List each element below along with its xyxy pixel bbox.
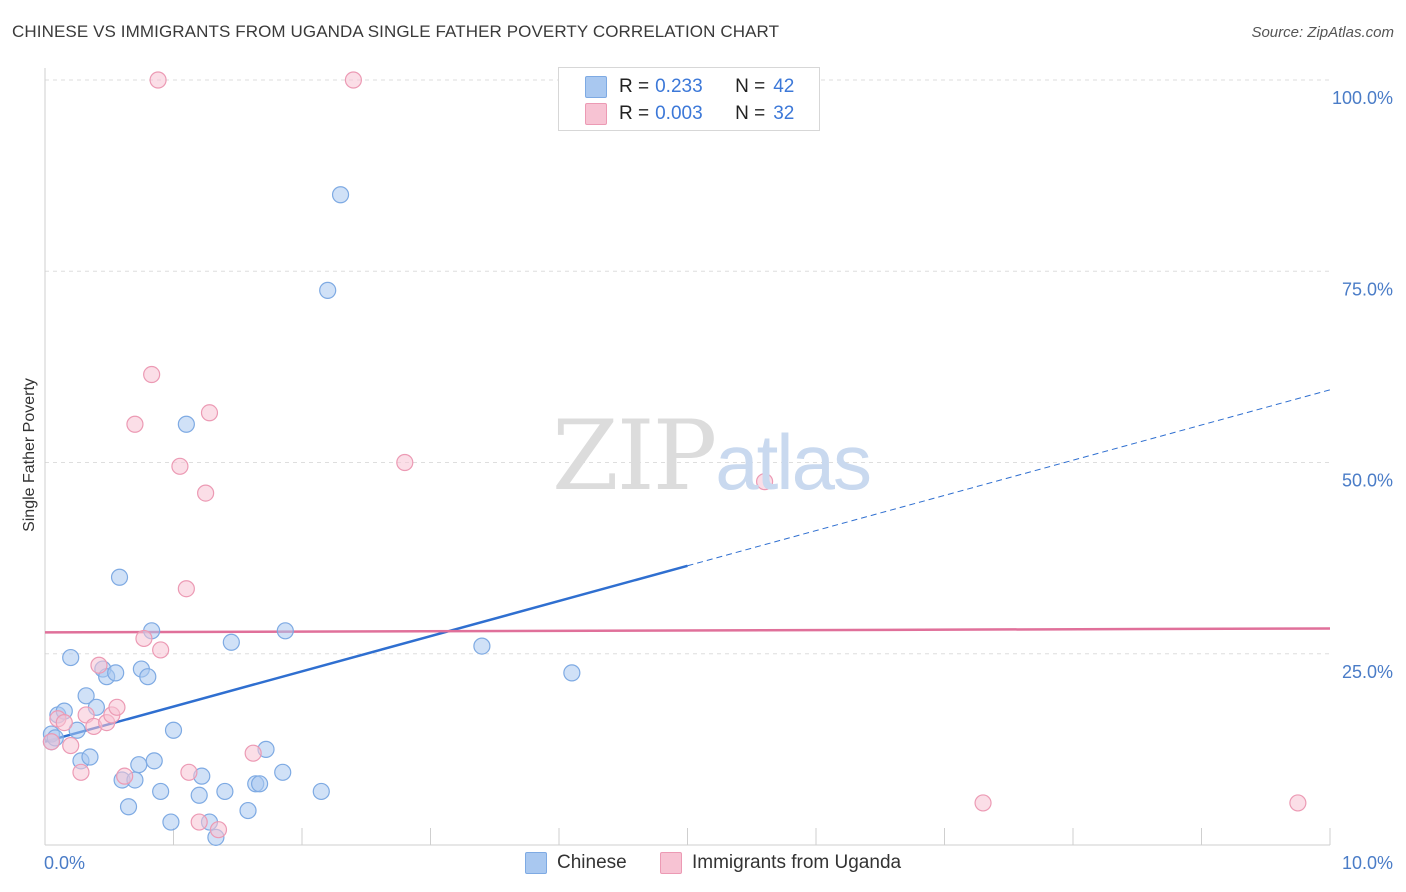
series-swatch-chinese: [525, 852, 547, 874]
point-chinese: [130, 756, 148, 774]
series-legend: Chinese Immigrants from Uganda: [0, 852, 1406, 876]
point-chinese: [222, 633, 240, 651]
data-points: [42, 71, 1307, 846]
trend-lines: [44, 389, 1331, 743]
x-tick-label: 0.0%: [44, 853, 85, 873]
point-uganda: [152, 641, 170, 659]
point-chinese: [250, 775, 269, 793]
point-chinese: [81, 748, 99, 766]
chart-title: CHINESE VS IMMIGRANTS FROM UGANDA SINGLE…: [12, 22, 780, 41]
point-uganda: [126, 415, 144, 433]
point-uganda: [116, 767, 134, 785]
point-chinese: [164, 721, 183, 739]
point-chinese: [110, 568, 129, 586]
source-label: Source: ZipAtlas.com: [1251, 24, 1394, 41]
y-tick-label: 25.0%: [1342, 662, 1393, 682]
point-chinese: [77, 687, 95, 705]
series-label-uganda: Immigrants from Uganda: [692, 852, 902, 873]
legend-n-label: N =: [735, 103, 766, 124]
point-chinese: [274, 763, 292, 781]
legend-r-label: R =: [619, 76, 650, 97]
x-tick-label: 10.0%: [1342, 853, 1393, 873]
point-uganda: [180, 763, 198, 781]
point-chinese: [139, 668, 157, 686]
axes: [44, 68, 1331, 846]
point-uganda: [90, 656, 108, 674]
point-uganda: [177, 580, 195, 598]
point-uganda: [143, 365, 161, 384]
point-chinese: [119, 798, 138, 816]
point-chinese: [68, 721, 86, 739]
legend-r-value: 0.003: [655, 103, 703, 124]
legend-swatch-chinese: [585, 76, 607, 98]
correlation-legend: R = 0.233 N = 42 R = 0.003 N = 32: [558, 67, 820, 131]
point-chinese: [162, 813, 180, 831]
legend-n-label: N =: [735, 76, 766, 97]
point-uganda: [62, 736, 80, 755]
point-uganda: [396, 453, 414, 472]
point-uganda: [200, 404, 219, 422]
watermark: ZIPatlas: [552, 400, 872, 512]
series-legend-uganda[interactable]: Immigrants from Uganda: [660, 852, 901, 874]
point-uganda: [135, 629, 153, 648]
series-swatch-uganda: [660, 852, 682, 874]
point-uganda: [974, 794, 992, 812]
point-uganda: [244, 744, 262, 762]
series-label-chinese: Chinese: [557, 852, 627, 873]
watermark-zip: ZIP: [552, 400, 717, 512]
point-chinese: [152, 782, 170, 801]
point-chinese: [107, 664, 125, 682]
legend-swatch-uganda: [585, 103, 607, 125]
legend-n-value: 42: [773, 76, 795, 97]
point-uganda: [149, 71, 167, 89]
legend-row-chinese: R = 0.233 N = 42: [585, 75, 794, 99]
point-chinese: [473, 637, 491, 655]
y-tick-label: 75.0%: [1342, 279, 1393, 299]
point-chinese: [276, 622, 294, 640]
point-chinese: [145, 752, 163, 770]
point-uganda: [42, 733, 61, 751]
y-axis-label: Single Father Poverty: [21, 378, 38, 532]
point-chinese: [331, 186, 350, 204]
point-uganda: [55, 713, 73, 732]
gridlines: [45, 79, 1330, 655]
point-chinese: [312, 782, 330, 801]
tick-labels: 25.0% 50.0% 75.0% 100.0% 0.0% 10.0%: [44, 88, 1393, 873]
y-tick-label: 50.0%: [1342, 471, 1393, 491]
point-chinese: [62, 648, 80, 667]
point-chinese: [239, 801, 257, 820]
point-uganda: [209, 821, 228, 839]
point-chinese: [216, 782, 234, 801]
watermark-atlas: atlas: [715, 418, 872, 506]
point-uganda: [197, 484, 215, 502]
point-uganda: [344, 71, 362, 89]
y-tick-label: 100.0%: [1332, 88, 1393, 108]
trend-line-solid: [44, 564, 688, 743]
point-chinese: [563, 664, 581, 682]
legend-row-uganda: R = 0.003 N = 32: [585, 102, 794, 126]
legend-r-label: R =: [619, 103, 650, 124]
point-chinese: [177, 415, 195, 433]
point-uganda: [108, 698, 126, 716]
point-uganda: [1289, 794, 1307, 812]
point-uganda: [755, 473, 774, 491]
point-uganda: [190, 813, 208, 831]
point-chinese: [190, 786, 208, 804]
legend-r-value: 0.233: [655, 76, 703, 97]
point-uganda: [171, 457, 189, 475]
point-chinese: [319, 281, 337, 299]
trend-line: [44, 627, 1331, 634]
trend-line-dashed: [687, 389, 1331, 567]
series-legend-chinese[interactable]: Chinese: [525, 852, 627, 874]
point-uganda: [72, 763, 90, 781]
legend-n-value: 32: [773, 103, 795, 124]
